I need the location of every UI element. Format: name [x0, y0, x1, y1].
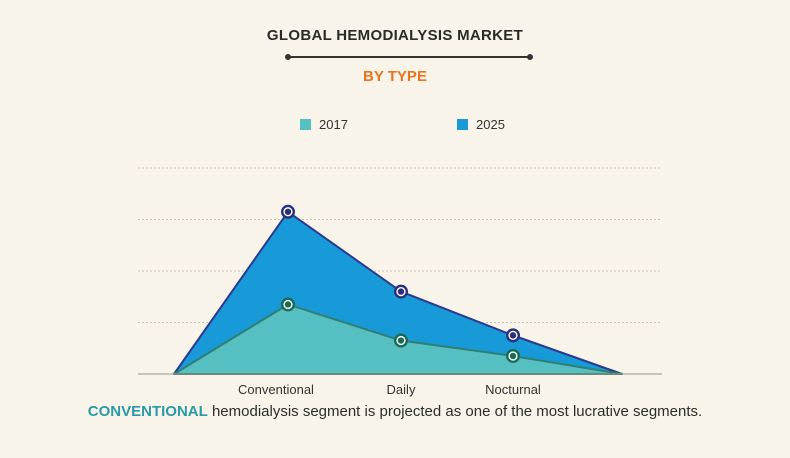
- legend-label-2025: 2025: [476, 117, 505, 132]
- legend-item-2017: 2017: [300, 117, 348, 132]
- footer-highlight: CONVENTIONAL: [87, 403, 208, 420]
- marker-dot-2017-conventional: [284, 301, 292, 308]
- footer-text: hemodialysis segment is projected as one…: [207, 403, 703, 420]
- x-tick-label-nocturnal: Nocturnal: [485, 382, 541, 397]
- legend-swatch-2025: [457, 119, 468, 130]
- marker-dot-2025-nocturnal: [509, 332, 517, 339]
- legend-label-2017: 2017: [319, 117, 348, 132]
- legend-item-2025: 2025: [457, 117, 505, 132]
- marker-dot-2025-daily: [397, 288, 405, 295]
- legend-swatch-2017: [300, 119, 311, 130]
- chart-legend: 2017 2025: [0, 117, 790, 133]
- x-tick-label-daily: Daily: [387, 382, 416, 397]
- title-divider: [285, 54, 533, 60]
- marker-dot-2017-nocturnal: [509, 352, 517, 360]
- marker-dot-2025-conventional: [284, 208, 292, 215]
- x-tick-label-conventional: Conventional: [238, 382, 314, 397]
- chart-title: GLOBAL HEMODIALYSIS MARKET: [266, 27, 524, 44]
- marker-dot-2017-daily: [397, 337, 405, 344]
- chart-subtitle: BY TYPE: [363, 68, 427, 85]
- footer-note: CONVENTIONAL hemodialysis segment is pro…: [0, 403, 790, 420]
